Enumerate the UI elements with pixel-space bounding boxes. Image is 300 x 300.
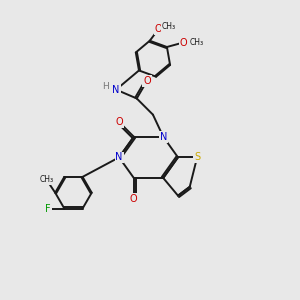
Text: O: O [179, 38, 187, 48]
Text: CH₃: CH₃ [189, 38, 203, 47]
Text: O: O [168, 21, 176, 31]
Text: O: O [115, 117, 123, 127]
Text: N: N [160, 132, 167, 142]
Text: O: O [155, 24, 162, 34]
Text: S: S [194, 152, 200, 162]
Text: F: F [45, 203, 51, 214]
Text: O: O [155, 24, 162, 34]
Text: N: N [112, 85, 120, 94]
Text: N: N [116, 152, 123, 162]
Text: O: O [130, 194, 138, 204]
Text: CH₃: CH₃ [39, 175, 53, 184]
Text: H: H [103, 82, 109, 91]
Text: CH₃: CH₃ [162, 22, 176, 31]
Text: O: O [143, 76, 151, 86]
